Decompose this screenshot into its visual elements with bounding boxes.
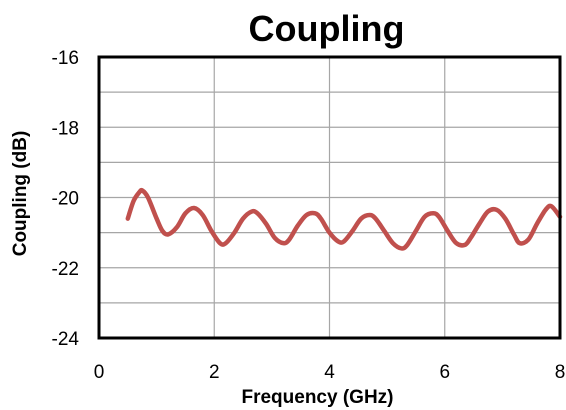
coupling-series-line: [125, 187, 563, 251]
x-axis-label: Frequency (GHz): [241, 387, 393, 408]
x-tick-label: 8: [555, 362, 566, 383]
x-tick-label: 6: [439, 362, 450, 383]
y-tick-label: -22: [52, 259, 79, 280]
y-tick-label: -16: [52, 48, 79, 69]
x-tick-label: 4: [324, 362, 335, 383]
x-tick-label: 0: [94, 362, 105, 383]
chart-title: Coupling: [249, 8, 405, 49]
y-tick-label: -24: [52, 329, 80, 350]
y-axis-label: Coupling (dB): [10, 131, 31, 257]
y-tick-label: -20: [52, 189, 79, 210]
y-tick-label: -18: [52, 118, 79, 139]
plot-area-border: [97, 55, 562, 340]
x-tick-label: 2: [209, 362, 220, 383]
